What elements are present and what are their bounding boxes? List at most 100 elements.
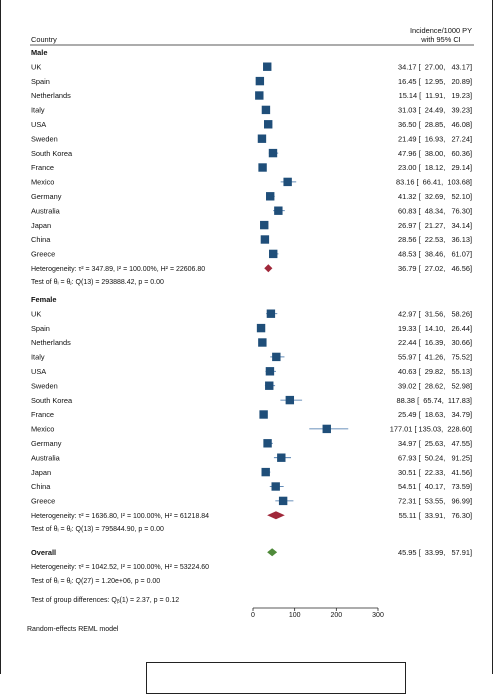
row-female-sweden-estimate: 39.02 [ 28.62, 52.98] — [398, 381, 472, 390]
row-female-japan-marker — [261, 467, 270, 477]
summary-female-diamond — [267, 511, 285, 520]
row-male-mexico-label: Mexico — [31, 178, 54, 187]
row-female-mexico-label: Mexico — [31, 425, 54, 434]
row-male-spain-estimate: 16.45 [ 12.95, 20.89] — [398, 77, 472, 86]
row-female-china-label: China — [31, 482, 51, 491]
row-male-usa-estimate: 36.50 [ 28.85, 46.08] — [398, 120, 472, 129]
row-female-netherlands-label: Netherlands — [31, 338, 71, 347]
row-male-australia-estimate: 60.83 [ 48.34, 76.30] — [398, 206, 472, 215]
row-male-south-korea-label: South Korea — [31, 149, 73, 158]
summary-male-estimate: 36.79 [ 27.02, 46.56] — [398, 264, 472, 273]
row-female-japan-label: Japan — [31, 468, 51, 477]
row-male-japan-estimate: 26.97 [ 21.27, 34.14] — [398, 221, 472, 230]
overall-test: Test of θᵢ = θⱼ: Q(27) = 1.20e+06, p = 0… — [31, 578, 160, 585]
row-female-china-estimate: 54.51 [ 40.17, 73.59] — [398, 482, 472, 491]
row-female-france-label: France — [31, 410, 54, 419]
row-female-netherlands-estimate: 22.44 [ 16.39, 30.66] — [398, 338, 472, 347]
row-female-greece-marker — [278, 496, 288, 506]
row-female-japan-estimate: 30.51 [ 22.33, 41.56] — [398, 468, 472, 477]
group-differences-test: Test of group differences: Qᵦ(1) = 2.37,… — [31, 597, 179, 604]
header-estimate-line2: with 95% CI — [420, 35, 460, 44]
overall-diamond — [267, 548, 278, 557]
row-male-uk-estimate: 34.17 [ 27.00, 43.17] — [398, 62, 472, 71]
row-male-china-label: China — [31, 235, 51, 244]
summary-male-test: Test of θᵢ = θⱼ: Q(13) = 293888.42, p = … — [31, 279, 164, 286]
row-male-south-korea-estimate: 47.96 [ 38.00, 60.36] — [398, 149, 472, 158]
row-female-germany-marker — [263, 439, 272, 448]
row-female-spain-estimate: 19.33 [ 14.10, 26.44] — [398, 324, 472, 333]
row-male-uk-marker — [263, 62, 272, 71]
row-female-mexico-estimate: 177.01 [ 135.03, 228.60] — [390, 425, 472, 434]
summary-female-heterogeneity: Heterogeneity: τ² = 1636.80, I² = 100.00… — [31, 513, 209, 520]
row-male-greece-estimate: 48.53 [ 38.46, 61.07] — [398, 250, 472, 259]
row-female-italy-marker — [272, 352, 281, 362]
summary-female-test: Test of θᵢ = θⱼ: Q(13) = 795844.90, p = … — [31, 526, 164, 533]
overall-title: Overall — [31, 548, 56, 557]
row-male-italy-marker — [261, 105, 271, 115]
row-male-sweden-label: Sweden — [31, 134, 58, 143]
footnote: Random-effects REML model — [27, 626, 119, 633]
row-female-france-marker — [259, 410, 268, 419]
row-male-germany-marker — [266, 192, 275, 201]
row-female-germany-estimate: 34.97 [ 25.63, 47.55] — [398, 439, 472, 448]
x-tick-label-100: 100 — [289, 612, 301, 619]
row-female-uk-estimate: 42.97 [ 31.56, 58.26] — [398, 309, 472, 318]
row-male-china-marker — [260, 235, 270, 244]
row-male-usa-label: USA — [31, 120, 46, 129]
summary-male-diamond — [264, 264, 273, 273]
row-male-mexico-marker — [283, 177, 292, 187]
row-female-sweden-label: Sweden — [31, 381, 58, 390]
row-female-netherlands-marker — [258, 338, 267, 347]
row-female-mexico-marker — [322, 424, 331, 434]
header-estimate-line1: Incidence/1000 PY — [410, 26, 472, 35]
row-male-netherlands-estimate: 15.14 [ 11.91, 19.23] — [399, 91, 472, 100]
row-male-australia-label: Australia — [31, 206, 61, 215]
row-male-spain-marker — [255, 76, 265, 86]
left-border — [0, 0, 1, 674]
row-female-uk-marker — [266, 309, 276, 318]
row-male-japan-marker — [260, 220, 269, 230]
overall-heterogeneity: Heterogeneity: τ² = 1042.52, I² = 100.00… — [31, 564, 209, 571]
row-male-greece-marker — [269, 249, 278, 259]
overall-estimate: 45.95 [ 33.99, 57.91] — [398, 548, 472, 557]
header-country: Country — [31, 35, 57, 44]
row-male-france-estimate: 23.00 [ 18.12, 29.14] — [398, 163, 472, 172]
row-female-sweden-marker — [265, 381, 274, 390]
row-female-south-korea-estimate: 88.38 [ 65.74, 117.83] — [397, 396, 472, 405]
row-female-south-korea-label: South Korea — [31, 396, 73, 405]
row-female-greece-label: Greece — [31, 497, 55, 506]
row-male-italy-label: Italy — [31, 106, 45, 115]
row-female-australia-estimate: 67.93 [ 50.24, 91.25] — [398, 453, 472, 462]
row-male-mexico-estimate: 83.16 [ 66.41, 103.68] — [396, 178, 472, 187]
x-tick-label-0: 0 — [251, 612, 255, 619]
row-male-germany-estimate: 41.32 [ 32.69, 52.10] — [398, 192, 472, 201]
summary-male-heterogeneity: Heterogeneity: τ² = 347.89, I² = 100.00%… — [31, 266, 205, 273]
x-tick-label-300: 300 — [372, 612, 384, 619]
row-male-japan-label: Japan — [31, 221, 51, 230]
row-female-australia-label: Australia — [31, 453, 61, 462]
row-female-italy-estimate: 55.97 [ 41.26, 75.52] — [398, 353, 472, 362]
row-female-china-marker — [271, 482, 280, 491]
row-female-germany-label: Germany — [31, 439, 62, 448]
row-female-uk-label: UK — [31, 309, 41, 318]
row-male-france-label: France — [31, 163, 54, 172]
row-male-netherlands-label: Netherlands — [31, 91, 71, 100]
row-male-sweden-marker — [257, 134, 267, 143]
row-male-usa-marker — [264, 120, 273, 129]
x-tick-label-200: 200 — [330, 612, 342, 619]
row-male-australia-marker — [274, 206, 283, 215]
row-female-usa-estimate: 40.63 [ 29.82, 55.13] — [398, 367, 472, 376]
row-male-france-marker — [258, 163, 267, 172]
summary-female-estimate: 55.11 [ 33.91, 76.30] — [399, 511, 472, 520]
row-male-china-estimate: 28.56 [ 22.53, 36.13] — [398, 235, 472, 244]
row-male-germany-label: Germany — [31, 192, 62, 201]
row-male-sweden-estimate: 21.49 [ 16.93, 27.24] — [398, 134, 472, 143]
row-male-greece-label: Greece — [31, 250, 55, 259]
row-female-france-estimate: 25.49 [ 18.63, 34.79] — [398, 410, 472, 419]
group-title-male: Male — [31, 48, 47, 57]
row-female-south-korea-marker — [285, 395, 295, 405]
group-title-female: Female — [31, 295, 56, 304]
row-female-usa-marker — [265, 367, 275, 376]
row-female-greece-estimate: 72.31 [ 53.55, 96.99] — [398, 497, 472, 506]
